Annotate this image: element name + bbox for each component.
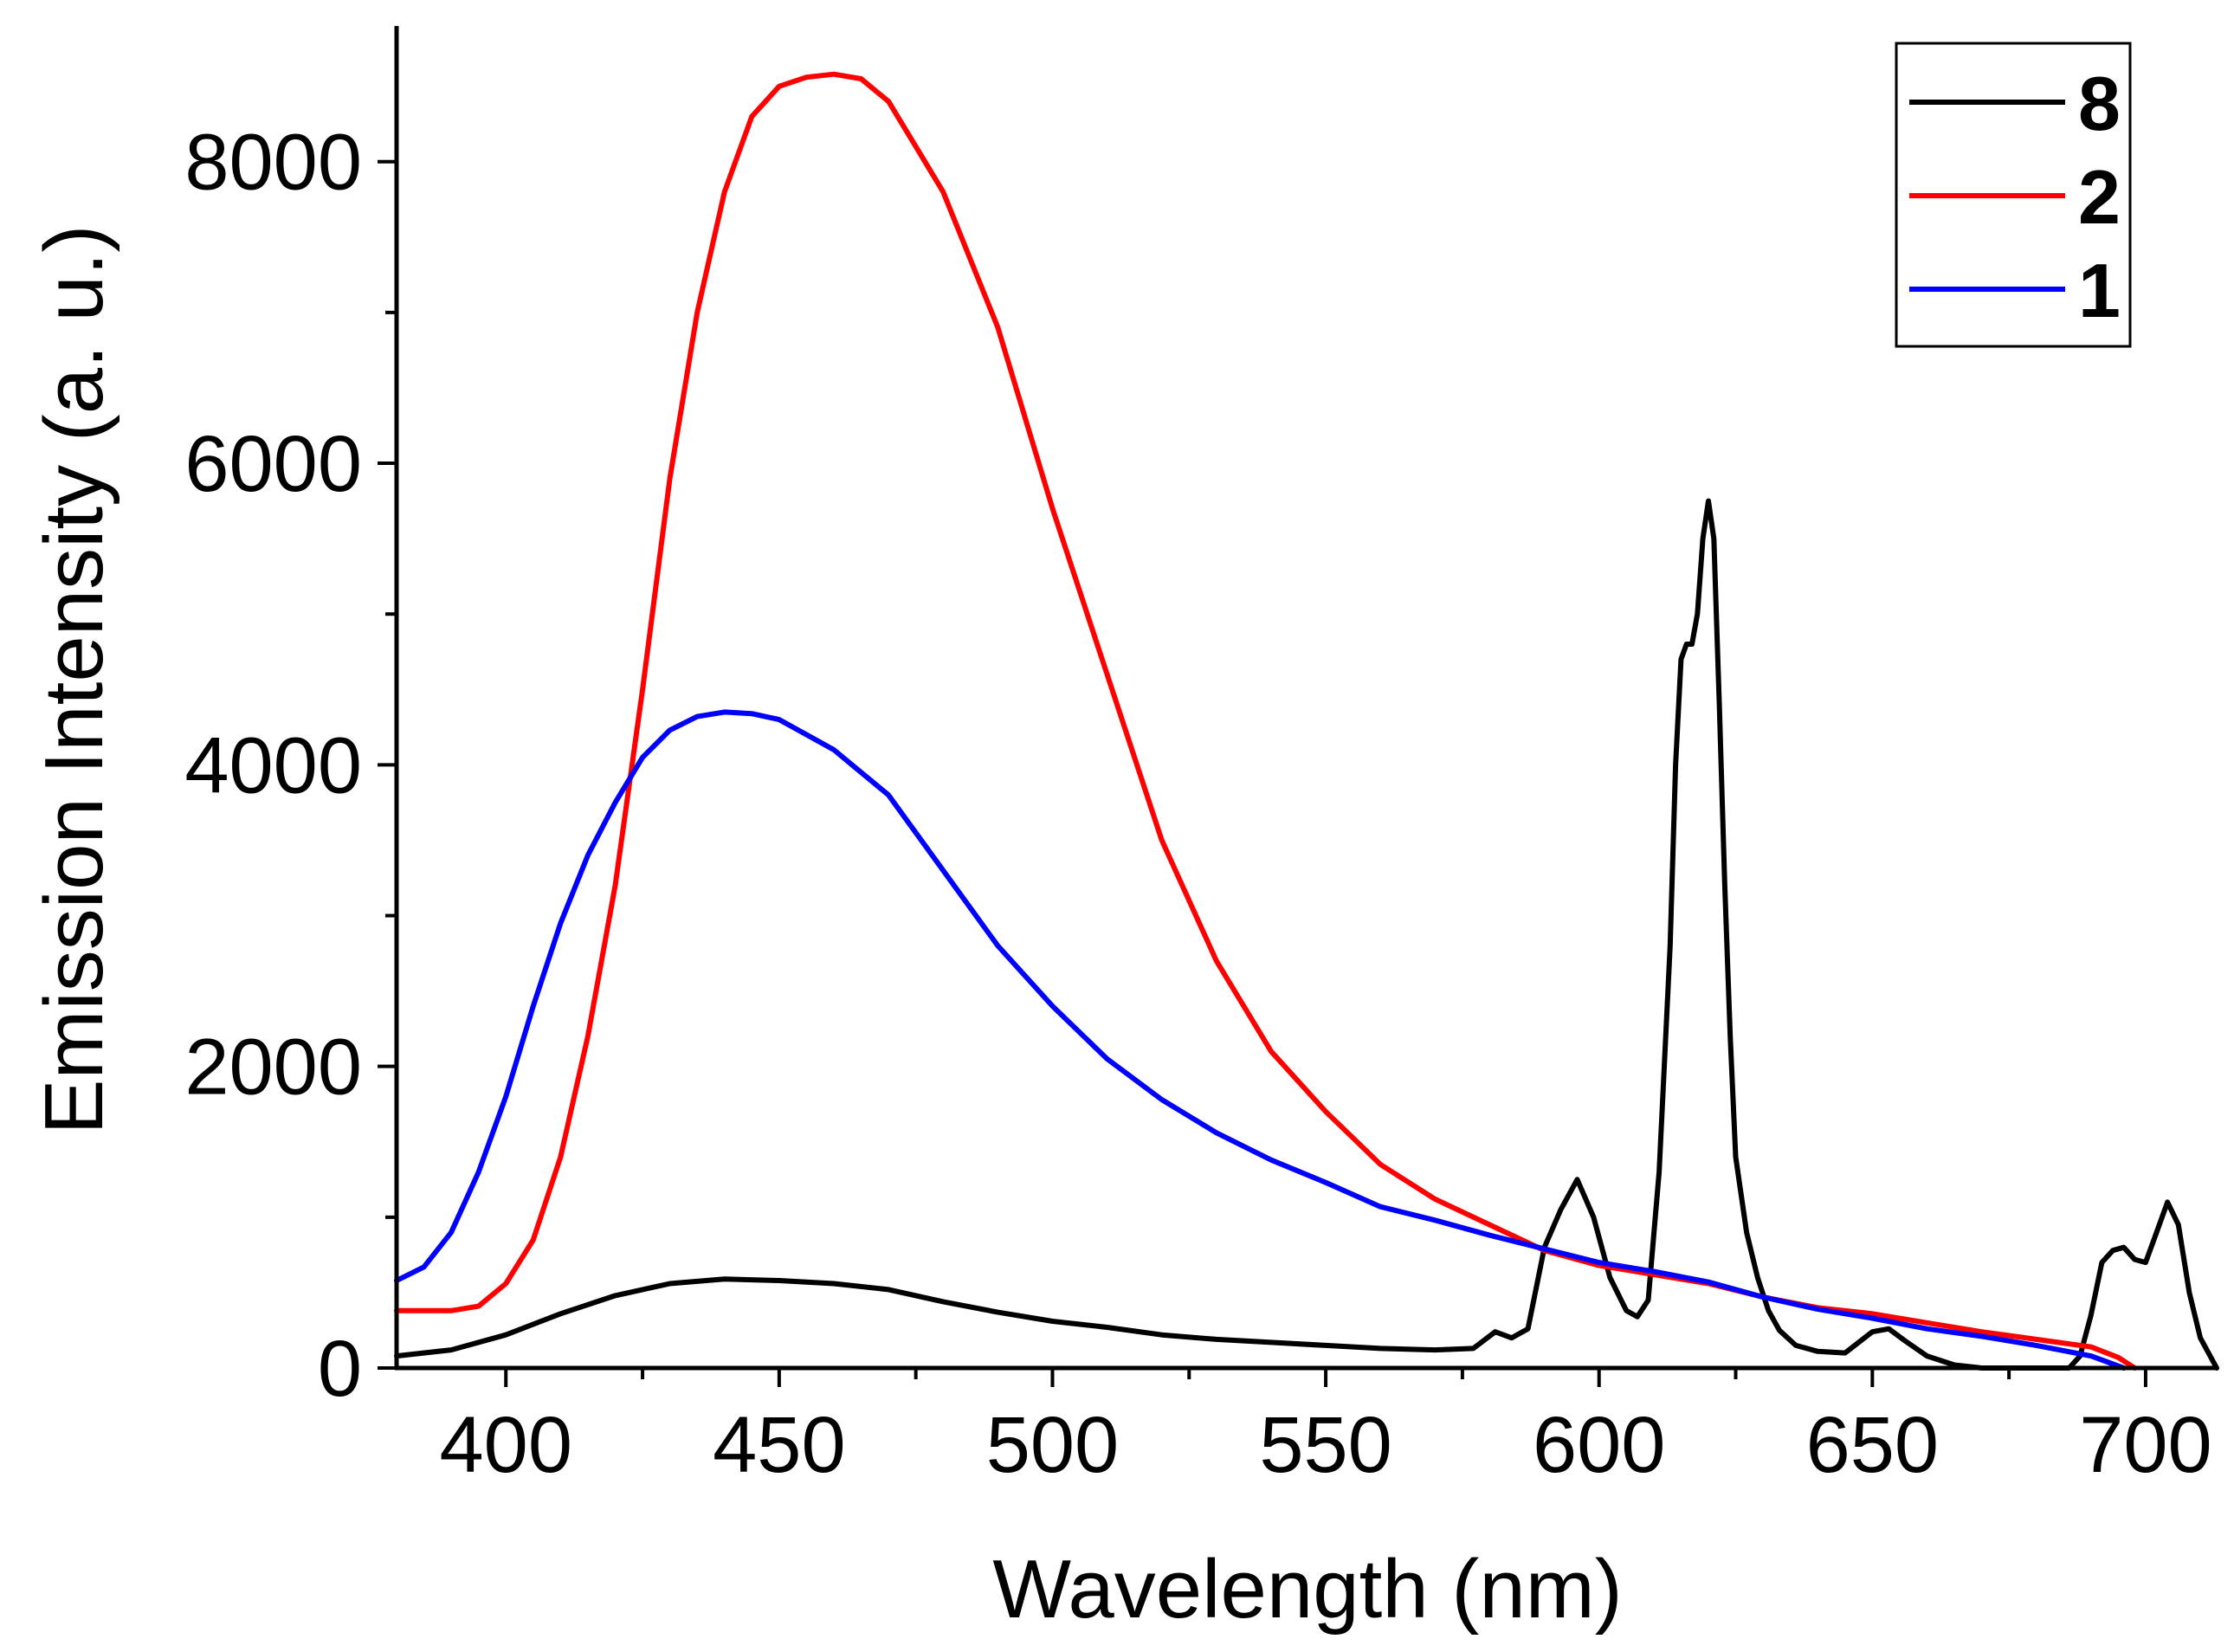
y-axis-ticks: 0 2000 4000 6000 8000 (184, 119, 397, 1413)
x-tick-label: 600 (1533, 1401, 1666, 1489)
legend-label-8: 8 (2078, 61, 2121, 146)
series-layer (394, 71, 2219, 1371)
x-tick-label: 500 (986, 1401, 1120, 1489)
y-tick-label: 0 (318, 1325, 362, 1413)
legend-label-1: 1 (2078, 248, 2121, 333)
x-tick-label: 650 (1806, 1401, 1940, 1489)
legend: 821 (1895, 42, 2132, 348)
y-axis-title: Emission Intensity (a. u.) (28, 224, 120, 1134)
series-line-8 (394, 498, 2219, 1371)
y-tick-label: 6000 (184, 420, 362, 508)
x-axis-ticks: 400 450 500 550 600 650 700 (439, 1368, 2212, 1489)
x-tick-label: 400 (439, 1401, 572, 1489)
x-tick-label: 700 (2079, 1401, 2212, 1489)
series-line-1 (394, 709, 2127, 1371)
y-tick-label: 4000 (184, 721, 362, 810)
x-tick-label: 550 (1259, 1401, 1392, 1489)
y-tick-label: 8000 (184, 119, 362, 207)
legend-label-2: 2 (2078, 154, 2121, 240)
x-axis-title: Wavelength (nm) (992, 1543, 1622, 1636)
legend-items: 821 (1909, 61, 2121, 333)
y-tick-label: 2000 (184, 1023, 362, 1112)
x-tick-label: 450 (713, 1401, 846, 1489)
